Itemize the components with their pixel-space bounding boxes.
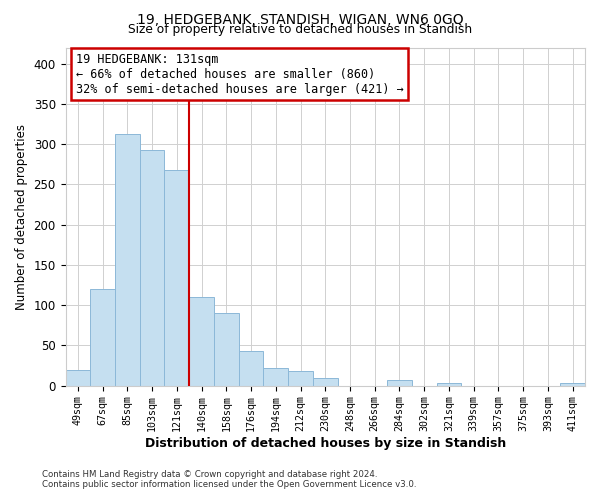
Bar	[115, 134, 140, 386]
Text: Contains HM Land Registry data © Crown copyright and database right 2024.
Contai: Contains HM Land Registry data © Crown c…	[42, 470, 416, 489]
Bar	[239, 351, 263, 386]
Bar	[387, 380, 412, 386]
X-axis label: Distribution of detached houses by size in Standish: Distribution of detached houses by size …	[145, 437, 506, 450]
Y-axis label: Number of detached properties: Number of detached properties	[15, 124, 28, 310]
Text: 19, HEDGEBANK, STANDISH, WIGAN, WN6 0GQ: 19, HEDGEBANK, STANDISH, WIGAN, WN6 0GQ	[137, 12, 463, 26]
Bar	[288, 371, 313, 386]
Bar	[437, 382, 461, 386]
Text: 19 HEDGEBANK: 131sqm
← 66% of detached houses are smaller (860)
32% of semi-deta: 19 HEDGEBANK: 131sqm ← 66% of detached h…	[76, 52, 404, 96]
Bar	[560, 384, 585, 386]
Bar	[65, 370, 90, 386]
Bar	[189, 297, 214, 386]
Bar	[90, 289, 115, 386]
Bar	[214, 313, 239, 386]
Bar	[263, 368, 288, 386]
Bar	[140, 150, 164, 386]
Text: Size of property relative to detached houses in Standish: Size of property relative to detached ho…	[128, 22, 472, 36]
Bar	[313, 378, 338, 386]
Bar	[164, 170, 189, 386]
